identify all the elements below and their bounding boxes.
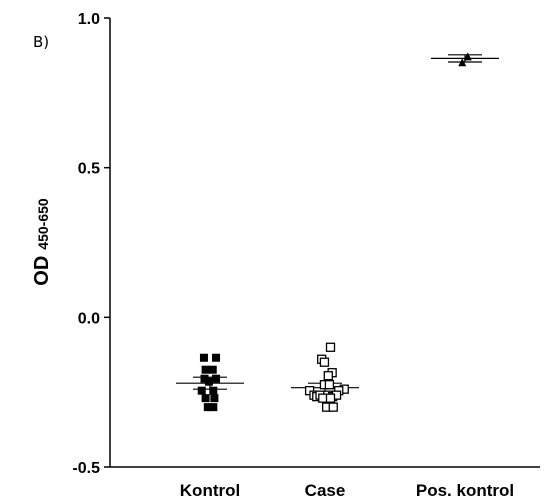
data-point: [197, 386, 206, 395]
data-point: [200, 374, 209, 383]
data-point: [209, 386, 218, 395]
data-point: [210, 394, 219, 403]
series-group: [176, 353, 244, 412]
y-axis-label-subscript: 450-650: [35, 198, 51, 250]
data-point: [201, 394, 210, 403]
series-group: [431, 52, 499, 67]
series-group: [291, 342, 359, 412]
x-category-label: Pos. kontrol: [416, 481, 514, 500]
data-point: [319, 357, 330, 367]
y-tick-label: 0.5: [78, 161, 100, 178]
y-axis-label-main: OD: [31, 256, 53, 286]
data-marks: [176, 52, 499, 412]
data-point: [203, 403, 212, 412]
y-tick-label: -0.5: [72, 460, 100, 477]
data-point: [212, 353, 221, 362]
data-point: [204, 377, 213, 386]
data-point: [324, 380, 335, 390]
data-point: [463, 52, 472, 61]
y-axis-label: OD 450-650: [31, 198, 53, 286]
data-point: [325, 393, 336, 403]
x-category-labels: Kontrol Case Pos. kontrol: [180, 481, 514, 500]
y-tick-label: 0.0: [78, 310, 100, 327]
data-point: [199, 353, 208, 362]
data-point: [209, 403, 218, 412]
data-point: [328, 402, 338, 412]
x-category-label: Kontrol: [180, 481, 240, 500]
y-ticks: 1.0 0.5 0.0 -0.5: [72, 11, 110, 477]
data-point: [212, 374, 221, 383]
data-point: [458, 58, 467, 67]
panel-label: B): [33, 33, 49, 51]
data-point: [325, 342, 336, 352]
x-category-label: Case: [305, 481, 346, 500]
data-point: [208, 365, 217, 374]
data-point: [201, 365, 210, 374]
y-tick-label: 1.0: [78, 11, 100, 28]
data-point: [323, 371, 333, 381]
data-point: [318, 393, 328, 403]
